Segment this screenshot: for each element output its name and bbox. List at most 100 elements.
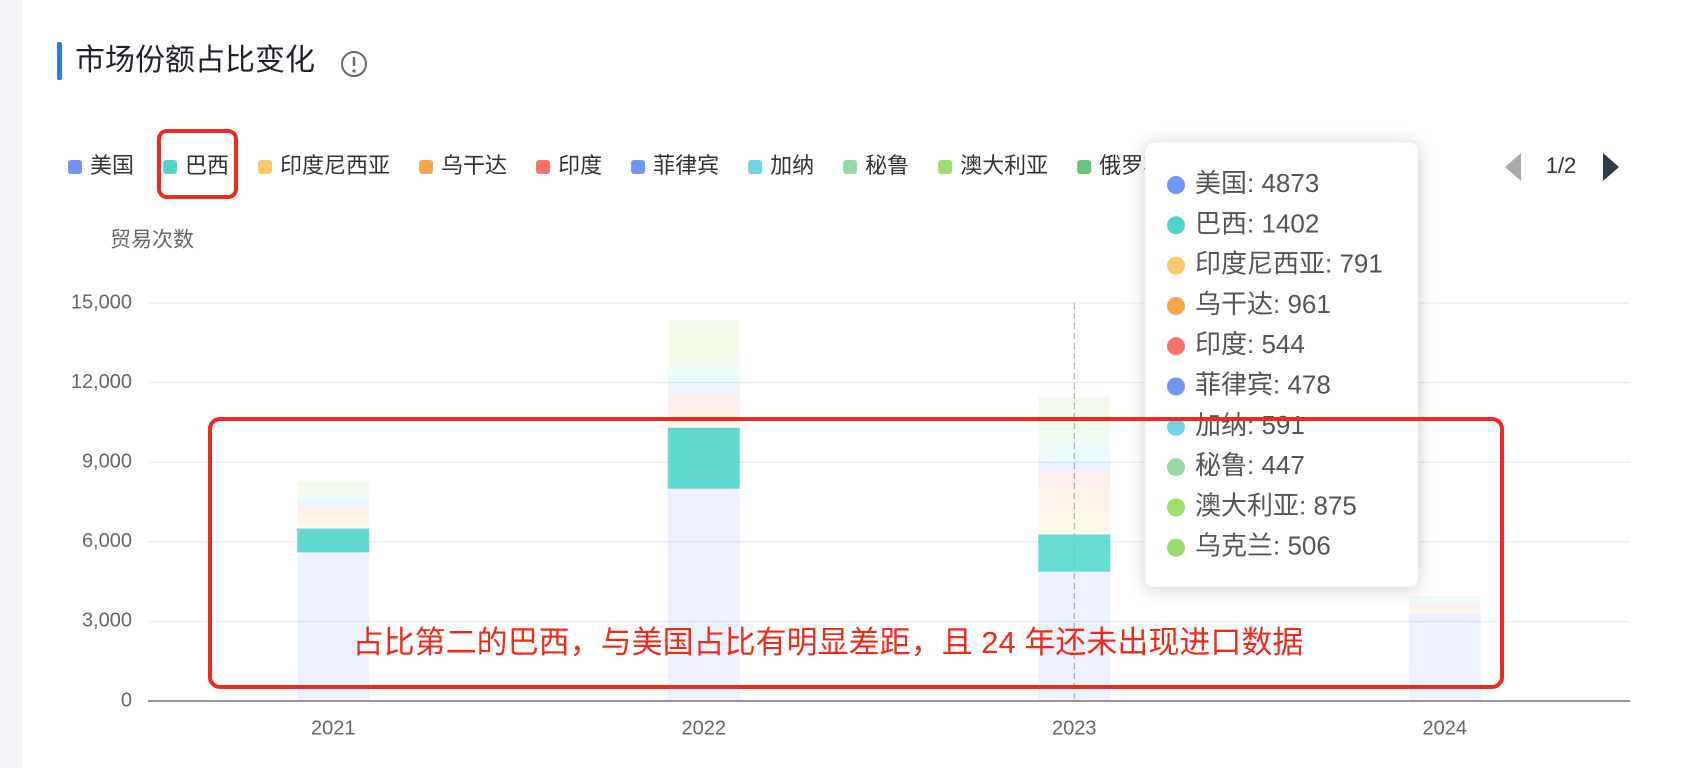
tooltip-name: 澳大利亚: [1195, 490, 1299, 520]
legend-label[interactable]: 菲律宾: [653, 153, 719, 178]
annotation-box: [208, 417, 1504, 689]
tooltip-row: 加纳: 591: [1195, 410, 1305, 440]
bar-segment[interactable]: [667, 364, 740, 372]
bar-segment[interactable]: [297, 528, 370, 553]
y-tick-label: 12,000: [71, 371, 132, 393]
bar-segment[interactable]: [667, 419, 740, 428]
x-tick-label: 2022: [682, 717, 727, 739]
tooltip-dot: [1167, 377, 1185, 396]
y-tick-label: 3,000: [82, 610, 132, 632]
legend-swatch[interactable]: [536, 160, 551, 174]
bar-segment[interactable]: [1038, 396, 1111, 411]
bar-segment[interactable]: [1408, 596, 1481, 598]
bar-segment[interactable]: [1038, 410, 1111, 434]
tooltip-row: 秘鲁: 447: [1195, 450, 1305, 480]
info-icon[interactable]: [341, 51, 367, 77]
bar-segment[interactable]: [297, 492, 370, 497]
tooltip-name: 乌干达: [1195, 289, 1273, 319]
tooltip-value: 961: [1287, 289, 1330, 319]
tooltip-dot: [1167, 498, 1185, 517]
tooltip-dot: [1167, 417, 1185, 436]
bar-segment[interactable]: [1408, 600, 1481, 602]
tooltip-box: [1144, 141, 1419, 588]
legend-swatch[interactable]: [163, 160, 178, 174]
bar-segment[interactable]: [667, 385, 740, 396]
legend-label[interactable]: 印度尼西亚: [280, 153, 390, 178]
title-accent: [57, 42, 62, 80]
bar-segment[interactable]: [297, 513, 370, 524]
bar-segment[interactable]: [1408, 608, 1481, 611]
tooltip-dot: [1167, 337, 1185, 356]
bar-segment[interactable]: [667, 427, 740, 489]
tooltip-name: 秘鲁: [1195, 450, 1247, 480]
legend-label[interactable]: 乌干达: [441, 153, 507, 178]
bar-segment[interactable]: [297, 523, 370, 529]
bars: [297, 320, 1481, 701]
legend-swatch[interactable]: [748, 160, 763, 174]
tooltip-sep: :: [1247, 450, 1261, 480]
bar-segment[interactable]: [1408, 601, 1481, 605]
bar-segment[interactable]: [1408, 604, 1481, 606]
legend-next[interactable]: [1603, 153, 1619, 181]
bar-segment[interactable]: [297, 487, 370, 493]
bar-segment[interactable]: [1408, 597, 1481, 601]
legend-label[interactable]: 加纳: [770, 153, 814, 178]
legend-swatch[interactable]: [938, 160, 953, 174]
tooltip-dot: [1167, 176, 1185, 194]
bar-segment[interactable]: [297, 507, 370, 514]
legend-swatch[interactable]: [843, 160, 858, 174]
bar-segment[interactable]: [1038, 433, 1111, 446]
tooltip-value: 447: [1261, 450, 1304, 480]
bar-segment[interactable]: [297, 502, 370, 508]
bar-segment[interactable]: [1038, 460, 1111, 474]
legend-page: 1/2: [1546, 153, 1577, 178]
tooltip-dot: [1167, 538, 1185, 557]
legend-swatch[interactable]: [258, 160, 273, 174]
x-tick-label: 2021: [311, 717, 356, 739]
tooltip-sep: :: [1273, 289, 1287, 319]
x-tick-label: 2023: [1052, 717, 1097, 739]
tooltip-name: 印度尼西亚: [1195, 248, 1325, 278]
legend-swatch[interactable]: [631, 160, 646, 174]
bar-segment[interactable]: [667, 395, 740, 412]
bar-segment[interactable]: [1038, 534, 1111, 572]
bar-segment[interactable]: [297, 552, 370, 701]
bar-segment[interactable]: [667, 320, 740, 325]
bar-segment[interactable]: [1038, 445, 1111, 461]
bar-segment[interactable]: [1038, 488, 1111, 514]
bar-segment[interactable]: [667, 324, 740, 365]
tooltip-row: 澳大利亚: 875: [1195, 490, 1357, 520]
legend-label[interactable]: 巴西: [185, 153, 229, 178]
legend-label[interactable]: 印度: [558, 153, 602, 178]
legend-swatch[interactable]: [1077, 160, 1092, 174]
bar-segment[interactable]: [1038, 513, 1111, 535]
legend-label[interactable]: 美国: [90, 153, 134, 178]
bar-segment[interactable]: [1038, 571, 1111, 701]
legend-swatch[interactable]: [419, 160, 434, 174]
annotations: 占比第二的巴西，与美国占比有明显差距，且 24 年还未出现进口数据: [208, 417, 1504, 689]
bar-segment[interactable]: [667, 488, 740, 701]
tooltip-name: 巴西: [1195, 208, 1247, 238]
bar-segment[interactable]: [667, 411, 740, 420]
tooltip-sep: :: [1299, 490, 1313, 520]
legend-highlight-box: [157, 129, 238, 199]
tooltip-row: 巴西: 1402: [1195, 208, 1319, 238]
legend-label[interactable]: 澳大利亚: [960, 153, 1048, 178]
bar-segment[interactable]: [1408, 605, 1481, 609]
tooltip-sep: :: [1247, 329, 1261, 359]
bar-segment[interactable]: [1408, 610, 1481, 614]
bar-segment[interactable]: [667, 371, 740, 386]
tooltip-name: 印度: [1195, 329, 1247, 359]
legend-label[interactable]: 秘鲁: [865, 153, 909, 178]
y-axis-label: 贸易次数: [110, 229, 194, 252]
tooltip-row: 美国: 4873: [1195, 168, 1319, 198]
tooltip-row: 乌干达: 961: [1195, 289, 1331, 319]
legend-prev[interactable]: [1505, 153, 1521, 181]
bar-segment[interactable]: [297, 496, 370, 503]
bar-segment[interactable]: [297, 480, 370, 488]
tooltip-value: 875: [1313, 490, 1356, 520]
legend-swatch[interactable]: [68, 160, 82, 174]
bar-segment[interactable]: [1038, 473, 1111, 489]
tooltip-value: 506: [1287, 531, 1330, 561]
